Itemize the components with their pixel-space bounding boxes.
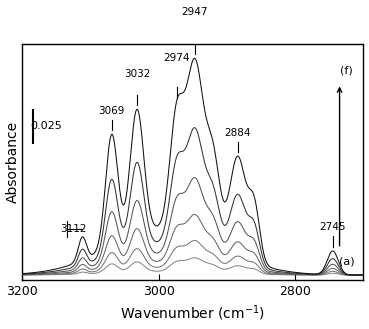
Text: 3032: 3032: [124, 69, 150, 79]
Text: 2947: 2947: [182, 8, 208, 17]
Text: 2974: 2974: [163, 53, 190, 63]
Text: 3112: 3112: [60, 224, 86, 234]
X-axis label: Wavenumber (cm$^{-1}$): Wavenumber (cm$^{-1}$): [120, 304, 265, 323]
Text: 2884: 2884: [225, 128, 251, 138]
Text: (a): (a): [339, 257, 354, 266]
Text: (f): (f): [340, 65, 353, 76]
Text: 3069: 3069: [99, 106, 125, 116]
Y-axis label: Absorbance: Absorbance: [6, 121, 20, 203]
Text: 0.025: 0.025: [30, 121, 62, 132]
Text: 2745: 2745: [320, 222, 346, 232]
